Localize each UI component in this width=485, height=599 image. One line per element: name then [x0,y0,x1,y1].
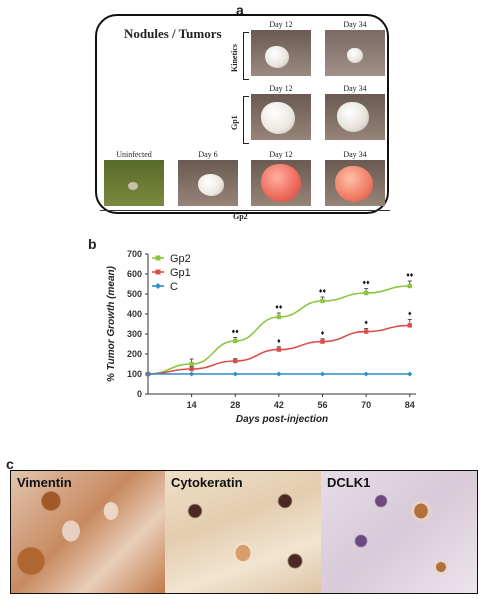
kinetics-day34-label: Day 34 [343,20,367,29]
gp1-day12-photo [251,94,311,140]
data-point [145,371,151,377]
legend-label: Gp1 [170,267,191,279]
gp1-brace [243,96,249,144]
tumor-nodule [198,174,224,196]
gp2-row-label: Gp2 [233,212,248,221]
data-point [320,298,325,304]
y-tick-label: 600 [127,269,142,279]
data-point [276,314,282,320]
vimentin-micrograph: Vimentin [11,471,165,593]
significance-marker: ♦♦ [232,328,240,335]
data-point [363,329,369,334]
data-point [363,290,369,296]
data-point [189,361,194,367]
data-point [320,371,326,377]
gp1-row-label: Gp1 [230,115,239,130]
x-tick-label: 84 [405,400,415,410]
x-tick-label: 42 [274,400,284,410]
panel-c-frame: Vimentin Cytokeratin DCLK1 [10,470,478,594]
gp2-day34-label: Day 34 [343,150,367,159]
kinetics-day12-label: Day 12 [269,20,293,29]
legend-label: C [170,281,178,293]
data-point [407,283,412,289]
kinetics-row-label: Kinetics [230,44,239,72]
y-tick-label: 100 [127,369,142,379]
dclk1-label: DCLK1 [327,475,371,490]
x-tick-label: 70 [361,400,371,410]
tumor-nodule [335,166,373,202]
significance-marker: ♦♦ [406,272,414,279]
data-point [189,371,195,377]
gp2-day6-photo [178,160,238,206]
gp1-day34-photo [325,94,385,140]
data-point [189,366,194,372]
data-point [363,371,369,377]
gp2-bracket [100,210,390,211]
panel-c-letter: c [6,456,14,472]
y-tick-label: 500 [127,289,142,299]
significance-marker: ♦♦ [275,304,283,311]
series-line-gp2 [147,285,410,375]
y-tick-label: 200 [127,349,142,359]
x-tick-label: 28 [230,400,240,410]
legend-marker [155,269,161,275]
dclk1-micrograph: DCLK1 [321,471,477,593]
legend-label: Gp2 [170,253,191,265]
legend-marker [155,255,161,261]
gp1-day34-label: Day 34 [343,84,367,93]
data-point [407,371,413,377]
gp2-day6-label: Day 6 [198,150,218,159]
significance-marker: ♦ [408,310,412,317]
gp2-uninfected-label: Uninfected [116,150,152,159]
panel-a-letter: a [236,2,244,18]
significance-marker: ♦♦ [363,280,371,287]
tumor-nodule [261,164,301,202]
tumor-nodule [261,102,295,134]
y-axis-label: % Tumor Growth (mean) [106,265,117,382]
significance-marker: ♦ [321,330,325,337]
cytokeratin-label: Cytokeratin [171,475,243,490]
significance-marker: ♦ [364,319,368,326]
y-tick-label: 400 [127,309,142,319]
y-tick-label: 0 [137,389,142,399]
kinetics-day34-photo [325,30,385,76]
tumor-nodule [128,182,138,190]
data-point [320,339,325,344]
data-point [233,338,238,344]
tumor-nodule [337,102,369,132]
legend-marker [155,283,161,289]
vimentin-label: Vimentin [17,475,72,490]
x-tick-label: 14 [187,400,197,410]
tumor-growth-chart: 0 100 200 300 400 500 600 700 14 28 42 56 70 84 Days p… [106,249,416,425]
x-axis-label: Days post-injection [236,414,328,425]
data-point [233,358,238,364]
gp2-day12-label: Day 12 [269,150,293,159]
panel-a-frame [95,14,389,214]
data-point [276,371,282,377]
panel-a-title: Nodules / Tumors [124,26,222,41]
cytokeratin-micrograph: Cytokeratin [165,471,321,593]
x-tick-label: 56 [318,400,328,410]
panel-b-letter: b [88,236,97,252]
gp2-uninfected-photo [104,160,164,206]
data-point [407,323,412,328]
tumor-nodule [265,46,289,68]
tumor-nodule [347,48,363,63]
significance-marker: ♦♦ [319,288,327,295]
kinetics-brace [243,32,249,80]
kinetics-day12-photo [251,30,311,76]
data-point [232,371,238,377]
y-tick-label: 700 [127,249,142,259]
data-point [276,347,282,352]
gp2-day12-photo [251,160,311,206]
gp2-day34-photo [325,160,385,206]
significance-marker: ♦ [277,338,281,345]
gp1-day12-label: Day 12 [269,84,293,93]
y-tick-label: 300 [127,329,142,339]
